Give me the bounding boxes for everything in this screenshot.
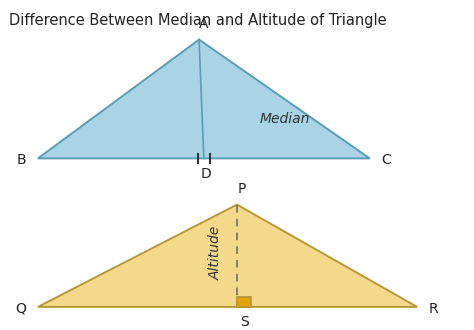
Text: Altitude: Altitude xyxy=(209,225,223,280)
Polygon shape xyxy=(38,205,417,307)
Text: Difference Between Median and Altitude of Triangle: Difference Between Median and Altitude o… xyxy=(9,13,387,28)
Polygon shape xyxy=(38,40,370,158)
Text: R: R xyxy=(429,302,438,315)
Text: D: D xyxy=(201,167,211,181)
Text: A: A xyxy=(199,17,209,31)
Text: P: P xyxy=(237,182,246,196)
Text: B: B xyxy=(17,153,26,167)
Bar xyxy=(237,297,251,307)
Text: Q: Q xyxy=(15,302,26,315)
Text: C: C xyxy=(382,153,392,167)
Text: Median: Median xyxy=(259,112,310,126)
Text: S: S xyxy=(240,315,248,329)
